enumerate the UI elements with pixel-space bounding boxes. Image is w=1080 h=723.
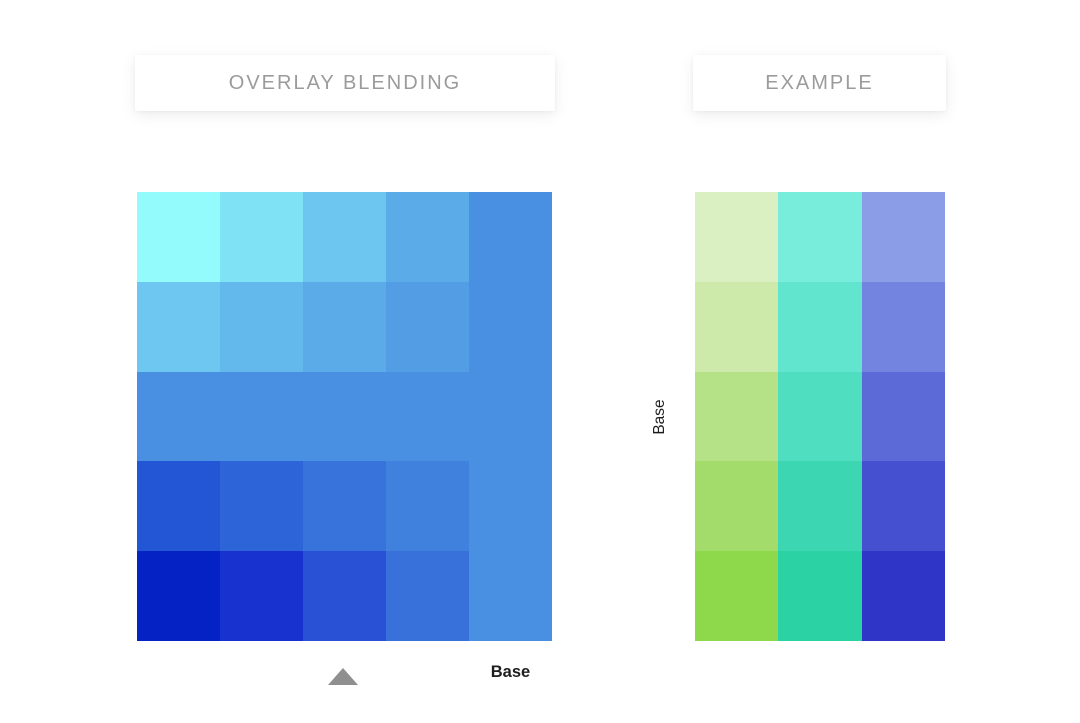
color-swatch-r1c5 — [469, 192, 552, 282]
color-swatch-r2c2 — [778, 281, 862, 372]
triangle-up-icon — [328, 668, 358, 685]
color-swatch-r3c3 — [303, 371, 386, 462]
color-swatch-r1c2 — [778, 192, 862, 282]
overlay-blending-grid — [137, 192, 552, 641]
overlay-blending-title-card: OVERLAY BLENDING — [135, 55, 555, 111]
color-swatch-r5c3 — [861, 551, 945, 641]
color-swatch-r4c5 — [469, 461, 552, 552]
color-swatch-r1c1 — [137, 192, 220, 282]
example-title: EXAMPLE — [765, 71, 874, 94]
color-swatch-r1c3 — [303, 192, 386, 282]
color-swatch-r1c3 — [861, 192, 945, 282]
base-column-label: Base — [490, 663, 531, 681]
color-swatch-r2c2 — [220, 281, 303, 372]
color-swatch-r5c5 — [469, 551, 552, 641]
color-swatch-r3c5 — [469, 371, 552, 462]
color-swatch-r1c1 — [695, 192, 779, 282]
color-swatch-r4c3 — [861, 461, 945, 552]
color-swatch-r4c3 — [303, 461, 386, 552]
color-swatch-r3c3 — [861, 371, 945, 462]
color-swatch-r5c2 — [778, 551, 862, 641]
color-swatch-r2c3 — [861, 281, 945, 372]
color-swatch-r3c1 — [695, 371, 779, 462]
overlay-blending-title: OVERLAY BLENDING — [228, 71, 462, 94]
color-swatch-r2c5 — [469, 281, 552, 372]
color-swatch-r2c4 — [386, 281, 469, 372]
color-swatch-r4c4 — [386, 461, 469, 552]
color-swatch-r4c2 — [220, 461, 303, 552]
color-swatch-r5c1 — [695, 551, 779, 641]
color-swatch-r2c3 — [303, 281, 386, 372]
color-swatch-r5c4 — [386, 551, 469, 641]
example-grid — [695, 192, 945, 641]
color-swatch-r3c2 — [778, 371, 862, 462]
color-swatch-r1c2 — [220, 192, 303, 282]
example-title-card: EXAMPLE — [693, 55, 946, 111]
color-swatch-r4c1 — [137, 461, 220, 552]
color-swatch-r3c4 — [386, 371, 469, 462]
color-swatch-r4c1 — [695, 461, 779, 552]
color-swatch-r5c3 — [303, 551, 386, 641]
color-swatch-r1c4 — [386, 192, 469, 282]
color-swatch-r2c1 — [695, 281, 779, 372]
color-swatch-r2c1 — [137, 281, 220, 372]
color-swatch-r5c1 — [137, 551, 220, 641]
base-row-label: Base — [651, 399, 668, 435]
color-swatch-r3c1 — [137, 371, 220, 462]
color-swatch-r4c2 — [778, 461, 862, 552]
color-swatch-r5c2 — [220, 551, 303, 641]
color-swatch-r3c2 — [220, 371, 303, 462]
